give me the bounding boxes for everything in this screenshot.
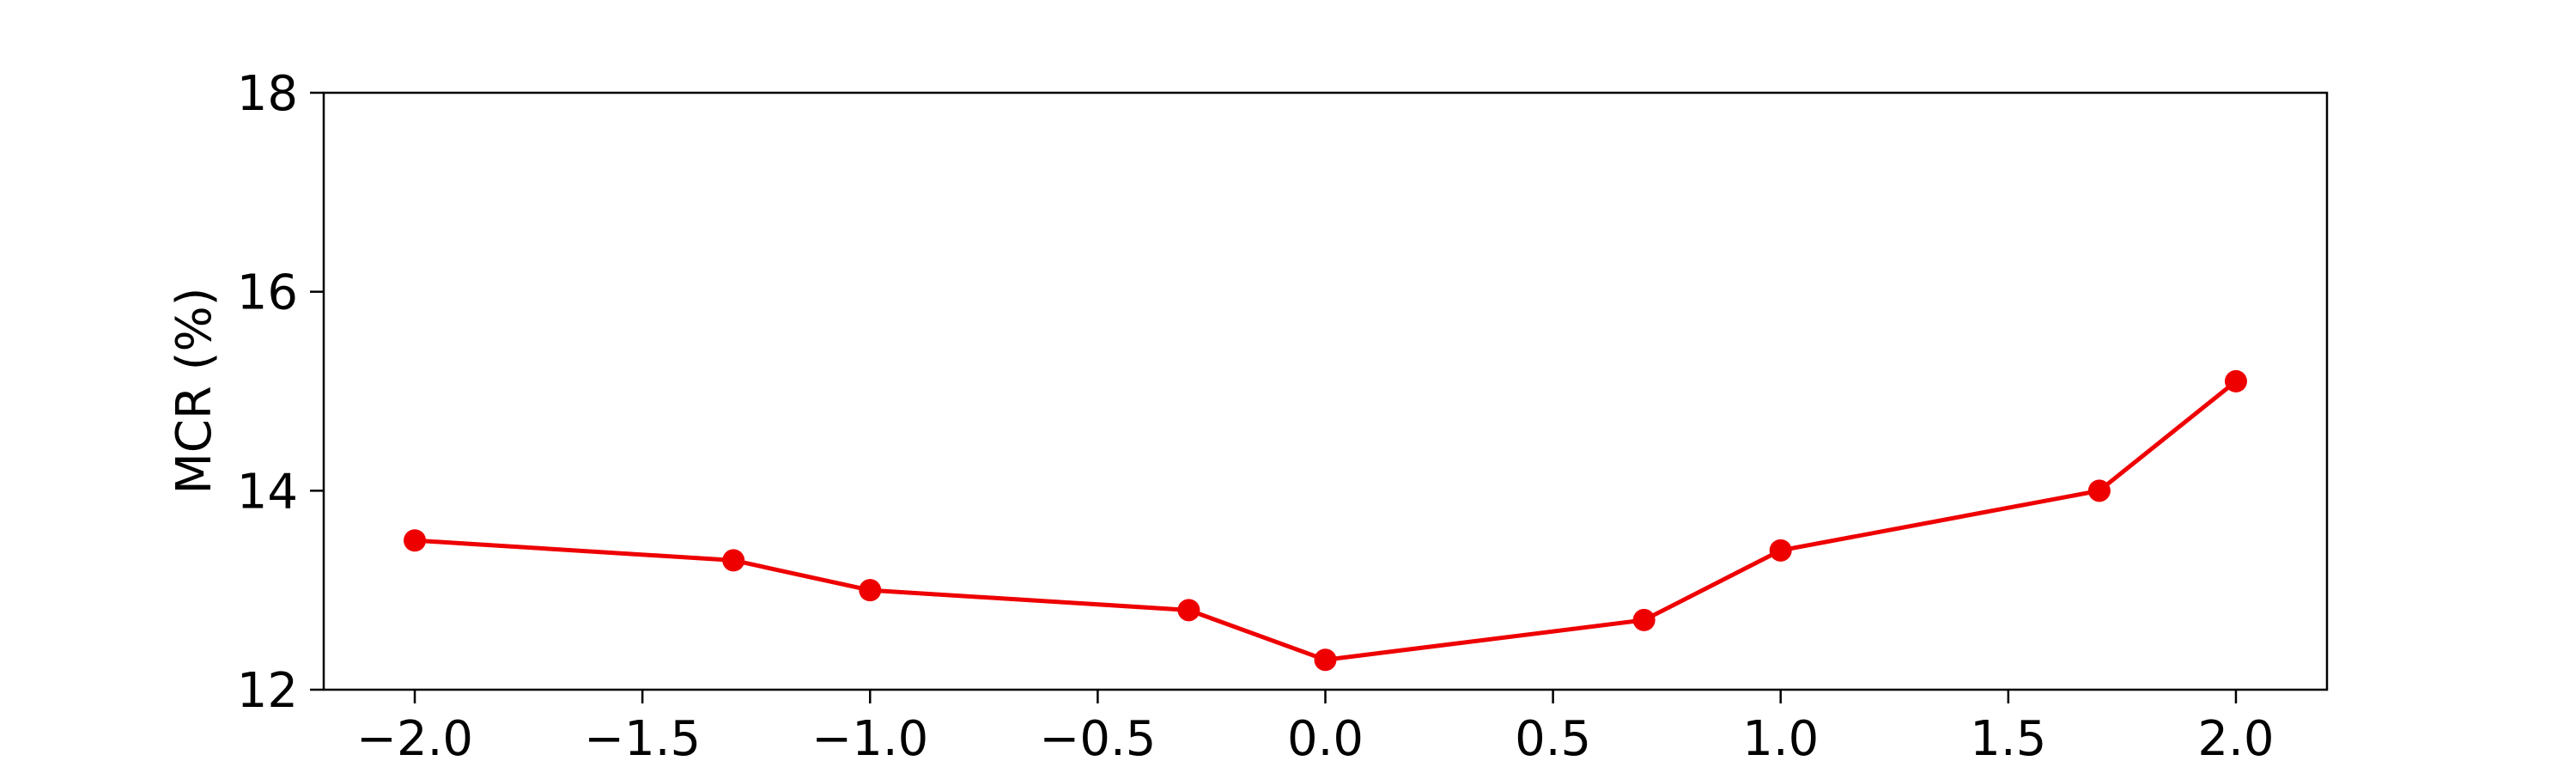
x-tick-label: 1.0 xyxy=(1742,711,1819,767)
x-tick-label: 0.0 xyxy=(1287,711,1364,767)
data-point xyxy=(2087,479,2111,502)
x-tick-label: −1.0 xyxy=(811,711,928,767)
y-tick-label: 18 xyxy=(237,66,298,122)
data-point xyxy=(1177,599,1200,622)
data-point xyxy=(1314,648,1337,672)
series-layer xyxy=(404,369,2247,672)
y-tick-label: 12 xyxy=(237,663,298,719)
plot-frame xyxy=(322,91,2329,691)
x-tick-label: −2.0 xyxy=(356,711,473,767)
x-tick-label: −0.5 xyxy=(1039,711,1156,767)
plot-area xyxy=(324,93,2327,690)
data-point xyxy=(404,529,427,552)
data-point xyxy=(1632,608,1656,631)
y-tick-label: 14 xyxy=(237,464,298,520)
y-axis-label: MCR (%) xyxy=(167,287,222,494)
data-point xyxy=(859,579,882,602)
x-tick-label: 2.0 xyxy=(2197,711,2274,767)
x-tick-label: 1.5 xyxy=(1970,711,2046,767)
data-point xyxy=(1769,539,1792,562)
data-point xyxy=(2224,369,2247,393)
y-tick-label: 16 xyxy=(237,265,298,321)
x-tick-label: 0.5 xyxy=(1515,711,1591,767)
x-axis-ticks: −2.0 −1.5 −1.0 −0.5 0.0 0.5 1.0 1.5 2.0 xyxy=(356,690,2274,767)
x-tick-label: −1.5 xyxy=(584,711,701,767)
y-axis-ticks: 12 14 16 18 xyxy=(237,66,324,719)
data-point xyxy=(722,549,745,572)
